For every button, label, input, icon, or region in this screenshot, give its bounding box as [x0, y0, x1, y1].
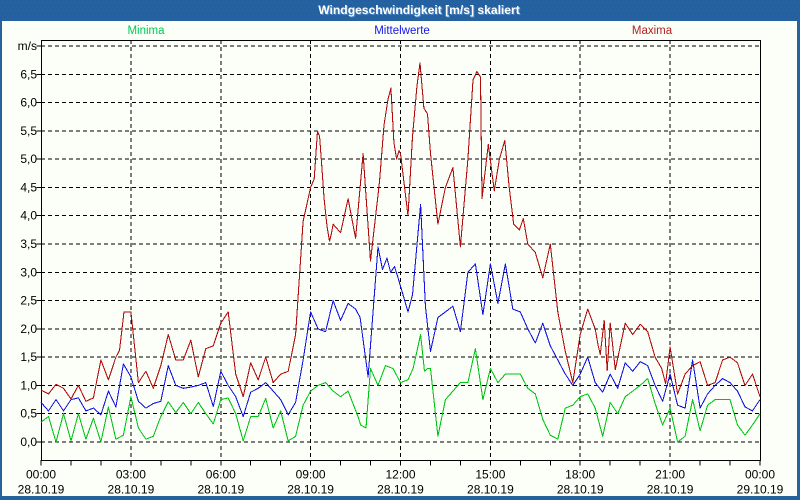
svg-text:29.10.19: 29.10.19: [737, 483, 784, 497]
svg-text:6,5: 6,5: [20, 67, 37, 81]
svg-text:00:00: 00:00: [745, 468, 775, 482]
svg-text:5,0: 5,0: [20, 152, 37, 166]
svg-text:1,0: 1,0: [20, 378, 37, 392]
svg-text:00:00: 00:00: [26, 468, 56, 482]
svg-text:m/s: m/s: [18, 39, 37, 53]
svg-text:28.10.19: 28.10.19: [467, 483, 514, 497]
svg-text:28.10.19: 28.10.19: [557, 483, 604, 497]
svg-text:1,5: 1,5: [20, 350, 37, 364]
svg-text:3,0: 3,0: [20, 265, 37, 279]
svg-text:6,0: 6,0: [20, 96, 37, 110]
svg-text:28.10.19: 28.10.19: [287, 483, 334, 497]
svg-text:0,5: 0,5: [20, 407, 37, 421]
svg-text:28.10.19: 28.10.19: [18, 483, 65, 497]
svg-text:2,5: 2,5: [20, 294, 37, 308]
svg-text:28.10.19: 28.10.19: [647, 483, 694, 497]
svg-text:4,5: 4,5: [20, 180, 37, 194]
svg-text:2,0: 2,0: [20, 322, 37, 336]
svg-text:4,0: 4,0: [20, 209, 37, 223]
svg-text:12:00: 12:00: [385, 468, 415, 482]
svg-text:09:00: 09:00: [296, 468, 326, 482]
svg-text:06:00: 06:00: [206, 468, 236, 482]
svg-text:21:00: 21:00: [655, 468, 685, 482]
svg-text:15:00: 15:00: [475, 468, 505, 482]
svg-text:28.10.19: 28.10.19: [108, 483, 155, 497]
svg-text:18:00: 18:00: [565, 468, 595, 482]
svg-text:3,5: 3,5: [20, 237, 37, 251]
svg-text:0,0: 0,0: [20, 435, 37, 449]
svg-text:28.10.19: 28.10.19: [197, 483, 244, 497]
svg-text:5,5: 5,5: [20, 124, 37, 138]
svg-text:28.10.19: 28.10.19: [377, 483, 424, 497]
svg-text:03:00: 03:00: [116, 468, 146, 482]
